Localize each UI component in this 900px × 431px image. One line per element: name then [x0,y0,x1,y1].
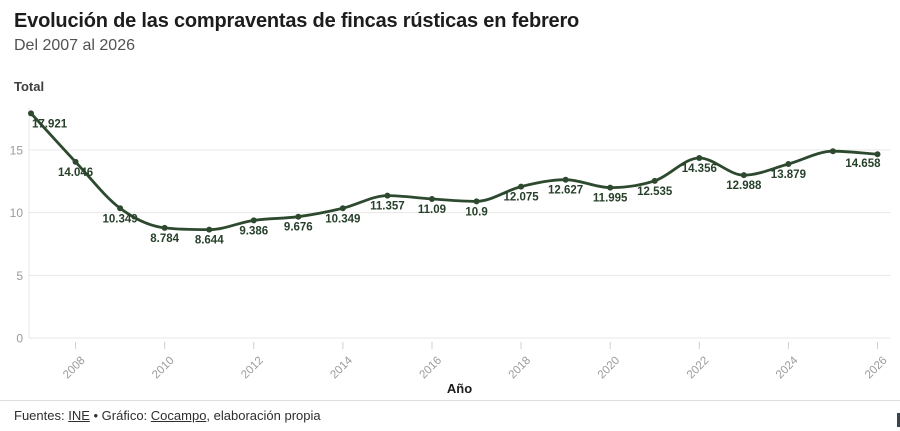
data-point[interactable] [384,192,391,199]
value-label: 14.658 [845,158,881,170]
value-label: 12.988 [726,180,762,192]
data-point[interactable] [428,195,435,202]
data-point[interactable] [651,177,658,184]
data-point[interactable] [28,110,34,117]
y-tick-label: 5 [16,269,23,283]
data-point[interactable] [785,160,792,167]
chart-footer: Fuentes: INE • Gráfico: Cocampo, elabora… [0,400,900,431]
x-tick-label: 2024 [774,354,801,381]
source-link-ine[interactable]: INE [68,408,90,423]
value-label: 9.386 [239,225,268,237]
x-tick-label: 2012 [239,355,266,382]
data-point[interactable] [740,172,747,179]
x-tick-label: 2008 [61,355,88,382]
data-point[interactable] [829,148,836,155]
y-tick-label: 15 [10,143,24,157]
cropped-edge-mark [897,413,900,427]
value-label: 12.075 [503,192,539,204]
y-tick-label: 0 [16,332,23,346]
y-axis-title: Total [14,79,45,94]
y-tick-label: 10 [10,206,24,220]
credit-link-cocampo[interactable]: Cocampo [150,408,207,423]
value-label: 11.995 [593,193,628,205]
x-tick-label: 2018 [507,355,534,382]
data-point[interactable] [339,205,346,212]
data-point[interactable] [874,151,881,158]
x-tick-label: 2020 [596,355,623,382]
value-label: 13.879 [771,169,806,181]
value-label: 10.9 [465,206,487,218]
value-label: 12.627 [548,185,583,197]
chart-header: Evolución de las compraventas de fincas … [0,0,900,56]
chart-subtitle: Del 2007 al 2026 [14,37,135,54]
value-label: 10.349 [325,213,360,225]
value-label: 8.644 [195,235,224,247]
value-label: 9.676 [284,222,313,234]
footer-separator: • Gráfico: [89,408,151,423]
chart-title: Evolución de las compraventas de fincas … [14,10,580,32]
value-label: 11.09 [418,204,446,216]
footer-suffix: , elaboración propia [206,408,321,423]
x-tick-label: 2026 [863,355,890,382]
data-point[interactable] [473,198,480,205]
value-label: 10.349 [103,213,138,225]
data-point[interactable] [206,226,213,233]
value-label: 12.535 [637,186,673,198]
x-tick-label: 2014 [328,354,355,381]
data-point[interactable] [562,176,569,183]
data-point[interactable] [72,158,79,165]
chart-plot-area: 0 5 10 15 2008 2010 2012 2014 2016 2018 2020 2022 20… [0,96,900,400]
value-label: 11.357 [370,201,405,213]
data-point[interactable] [117,205,124,212]
chart-svg: 0 5 10 15 2008 2010 2012 2014 2016 2018 2020 2022 20… [10,108,890,396]
footer-sources-prefix: Fuentes: [14,408,69,423]
value-label: 8.784 [150,233,179,245]
data-point[interactable] [295,213,302,220]
data-point[interactable] [250,217,257,224]
data-point[interactable] [161,224,168,231]
x-axis-title: Año [447,381,472,396]
value-label: 17.921 [32,118,68,130]
data-point[interactable] [518,183,525,190]
data-point[interactable] [696,155,703,162]
value-label: 14.356 [682,163,717,175]
data-point[interactable] [607,184,614,191]
x-tick-label: 2016 [418,355,445,382]
x-tick-label: 2022 [685,355,712,382]
x-tick-label: 2010 [150,355,177,382]
value-label: 14.046 [58,167,93,179]
